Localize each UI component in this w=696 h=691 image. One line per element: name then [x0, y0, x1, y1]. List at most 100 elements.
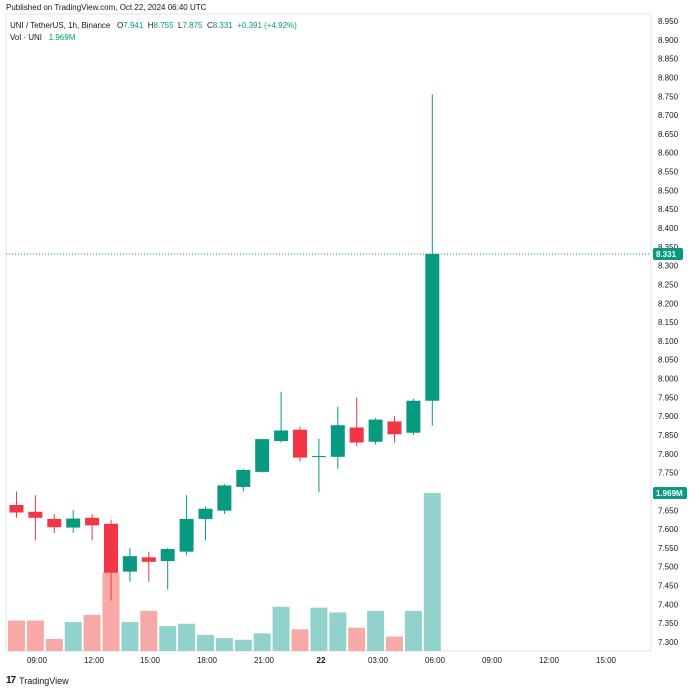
price-tick-label: 7.900 — [658, 412, 679, 421]
candle-body — [368, 419, 383, 442]
price-tick-label: 8.450 — [658, 205, 679, 214]
price-tick-label: 7.500 — [658, 563, 679, 572]
volume-bar — [423, 493, 441, 651]
volume-bar — [348, 627, 366, 651]
price-tick-label: 8.100 — [658, 337, 679, 346]
price-tick-label: 8.000 — [658, 375, 679, 384]
candle-body — [349, 427, 364, 443]
last-price-badge — [653, 247, 683, 260]
volume-bar — [121, 622, 139, 651]
price-tick-label: 8.300 — [658, 262, 679, 271]
candle-body — [255, 439, 270, 472]
volume-bar — [178, 623, 196, 651]
price-tick-label: 7.600 — [658, 525, 679, 534]
open-value: 7.941 — [123, 21, 144, 30]
time-tick-label: 18:00 — [197, 656, 218, 665]
price-tick-label: 8.150 — [658, 318, 679, 327]
last-price-label: 8.331 — [656, 250, 677, 259]
time-tick-label: 22 — [317, 656, 326, 665]
volume-legend: Vol · UNI 1.969M — [10, 33, 75, 42]
candle-body — [406, 400, 421, 433]
price-tick-label: 7.300 — [658, 638, 679, 647]
price-tick-label: 7.350 — [658, 619, 679, 628]
price-tick-label: 8.500 — [658, 186, 679, 195]
change-value: +0.391 (+4.92%) — [237, 21, 297, 30]
time-tick-label: 12:00 — [539, 656, 560, 665]
close-label: C — [206, 21, 213, 30]
close-value: 8.331 — [212, 21, 233, 30]
candle-body — [236, 470, 251, 487]
time-tick-label: 15:00 — [596, 656, 617, 665]
price-tick-label: 8.850 — [658, 55, 679, 64]
volume-bar — [215, 638, 233, 651]
volume-bar — [197, 634, 214, 651]
candle-body — [47, 518, 62, 528]
symbol-legend: UNI / TetherUS, 1h, Binance O7.941 H8.75… — [10, 21, 297, 30]
tradingview-logo-icon: 17 — [6, 675, 16, 686]
volume-bar — [253, 633, 271, 651]
candle-body — [28, 511, 43, 518]
price-tick-label: 8.200 — [658, 299, 679, 308]
volume-bar — [8, 620, 25, 651]
footer-brand: 17 TradingView — [6, 675, 69, 686]
volume-bar — [367, 610, 385, 651]
candle-body — [85, 517, 100, 526]
symbol-title: UNI / TetherUS, 1h, Binance — [10, 21, 111, 30]
candle-body — [217, 485, 232, 511]
volume-bar — [234, 639, 252, 651]
price-tick-label: 7.650 — [658, 506, 679, 515]
candle-body — [141, 557, 156, 562]
plot-frame — [5, 13, 652, 652]
time-tick-label: 15:00 — [140, 656, 161, 665]
low-label: L — [178, 21, 183, 30]
volume-bar — [291, 629, 309, 651]
volume-bar — [329, 612, 347, 651]
price-tick-label: 8.650 — [658, 130, 679, 139]
volume-bar — [140, 610, 158, 651]
price-tick-label: 8.250 — [658, 280, 679, 289]
last-volume-badge — [653, 487, 687, 499]
price-tick-label: 8.800 — [658, 73, 679, 82]
volume-bar — [386, 636, 403, 651]
published-note: Published on TradingView.com, Oct 22, 20… — [6, 3, 207, 12]
price-tick-label: 7.550 — [658, 544, 679, 553]
price-tick-label: 7.950 — [658, 393, 679, 402]
candle-body — [198, 508, 213, 519]
price-tick-label: 7.850 — [658, 431, 679, 440]
low-value: 7.875 — [182, 21, 203, 30]
price-tick-label: 7.750 — [658, 469, 679, 478]
price-tick-label: 8.600 — [658, 149, 679, 158]
candle-body — [311, 456, 326, 458]
time-tick-label: 09:00 — [27, 656, 48, 665]
price-tick-label: 8.350 — [658, 243, 679, 252]
volume-bar — [272, 606, 290, 651]
price-tick-label: 8.400 — [658, 224, 679, 233]
time-tick-label: 03:00 — [368, 656, 389, 665]
time-tick-label: 12:00 — [84, 656, 105, 665]
last-volume-label: 1.969M — [656, 489, 683, 498]
open-label: O — [117, 21, 124, 30]
price-tick-label: 8.550 — [658, 168, 679, 177]
price-tick-label: 8.900 — [658, 36, 679, 45]
volume-bar — [26, 620, 44, 651]
price-tick-label: 8.050 — [658, 356, 679, 365]
volume-bar — [404, 610, 422, 651]
candle-body — [425, 253, 440, 401]
volume-bar — [102, 572, 120, 651]
candle-body — [274, 430, 289, 442]
volume-bar — [159, 626, 177, 651]
volume-label: Vol · UNI — [10, 33, 43, 42]
candle-body — [66, 518, 81, 528]
high-value: 8.755 — [153, 21, 174, 30]
candle-body — [387, 421, 402, 435]
high-label: H — [147, 21, 154, 30]
price-tick-label: 7.450 — [658, 582, 679, 591]
candle-body — [122, 556, 137, 572]
price-tick-label: 7.400 — [658, 600, 679, 609]
price-tick-label: 7.800 — [658, 450, 679, 459]
brand-name: TradingView — [19, 675, 69, 686]
volume-bar — [83, 614, 101, 651]
volume-bar — [310, 607, 328, 651]
candle-body — [104, 523, 118, 573]
